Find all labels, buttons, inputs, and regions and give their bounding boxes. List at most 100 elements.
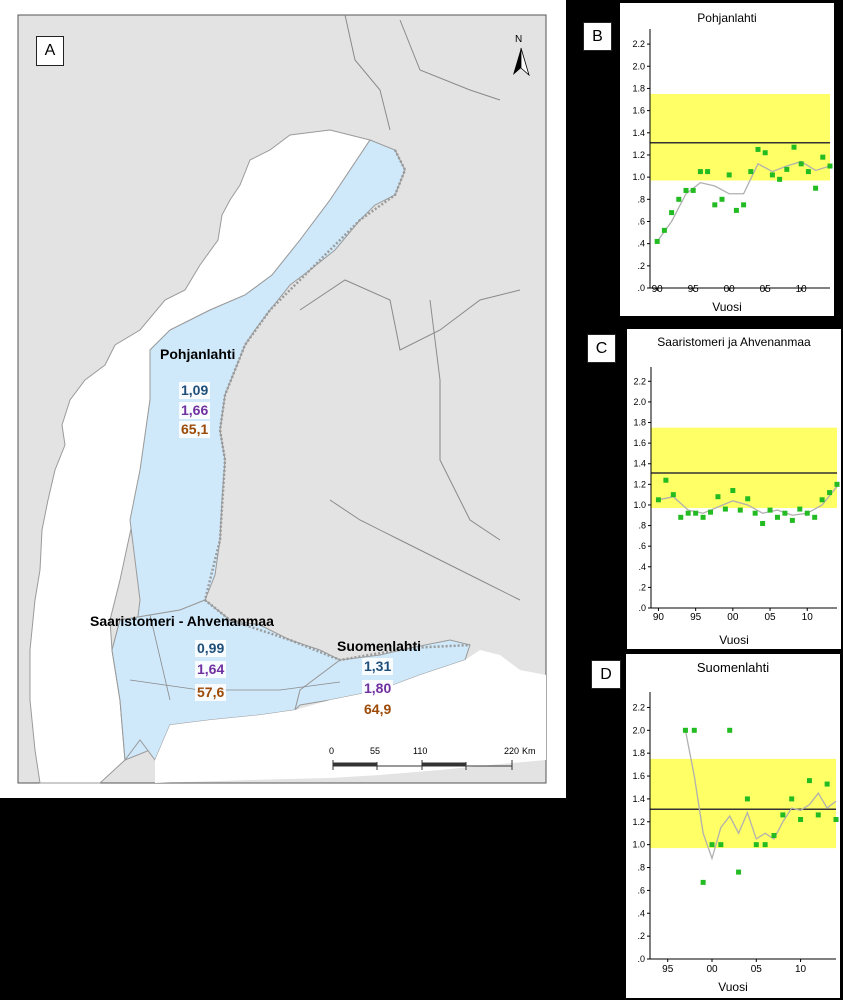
y-tick-label: .8 [637,194,645,204]
chart-panel-d: Suomenlahti .0 .2 .4 .6 .8 1.0 1.2 1.4 1.6 1.8 2.0… [626,654,840,998]
y-tick-label: 1.8 [633,418,646,428]
data-point [691,727,697,733]
data-point [805,169,811,175]
y-tick-label: 1.8 [632,748,645,758]
x-tick-label: 05 [764,612,776,623]
y-tick-label: 1.2 [632,817,645,827]
y-tick-label: 1.0 [633,500,646,510]
data-point [683,187,689,193]
scale-tick-220: 220 [504,746,520,756]
x-tick-label: 05 [760,284,772,293]
saaristomeri-value-3: 57,6 [195,684,227,701]
scale-unit: Km [522,746,536,756]
data-point [726,172,732,178]
data-point [812,514,818,520]
data-point [722,506,728,512]
data-point [771,833,777,839]
trend-line [684,730,837,861]
data-point [789,796,795,802]
pohjanlahti-value-1: 1,09 [179,382,211,399]
x-axis-label: Vuosi [719,633,749,647]
data-point [737,507,743,513]
y-tick-label: .0 [637,954,645,964]
data-point [663,477,669,483]
north-arrow-icon [513,47,530,77]
y-tick-label: .6 [637,216,645,226]
y-tick-label: 2.2 [632,702,645,712]
region-label-pohjanlahti: Pohjanlahti [160,346,236,362]
panel-letter-c: C [587,334,616,363]
y-tick-label: .4 [637,239,645,249]
data-point [693,510,699,516]
data-point [767,507,773,513]
finnish-coast [203,149,471,662]
data-point [730,488,736,494]
y-tick-label: 2.2 [632,39,645,49]
y-tick-label: 2.0 [632,61,645,71]
y-tick-label: 1.2 [633,479,646,489]
data-point [661,227,667,233]
scale-tick-110: 110 [413,746,428,756]
data-point [709,842,715,848]
data-point [806,778,812,784]
y-tick-label: 1.4 [632,794,645,804]
chart-svg-d: .0 .2 .4 .6 .8 1.0 1.2 1.4 1.6 1.8 2.0 2.2 95 00 05 10 [632,692,839,974]
region-label-suomenlahti: Suomenlahti [337,638,422,654]
suomenlahti-value-1: 1,31 [362,658,394,675]
data-point [741,202,747,208]
data-point [685,510,691,516]
data-point [655,497,661,503]
data-point [798,161,804,167]
data-point [700,514,706,520]
data-point [815,812,821,818]
pohjanlahti-value-3: 65,1 [179,421,211,438]
x-tick-label: 00 [727,612,739,623]
data-point [780,812,786,818]
data-point [813,185,819,191]
y-tick-label: 2.2 [633,376,646,386]
y-tick-label: .8 [638,521,646,531]
chart-panel-c: Saaristomeri ja Ahvenanmaa .0 .2 .4 .6 .8 1.0… [627,329,841,649]
map-panel: A N Pohjanlahti 1,09 1,66 65,1 Saaristom… [0,0,566,798]
y-tick-label: 1.6 [633,438,646,448]
y-tick-label: .6 [638,541,646,551]
chart-svg-b: .0 .2 .4 .6 .8 1.0 1.2 1.4 1.6 1.8 2.0 2.2 90 95 00 05 1… [632,29,833,293]
suomenlahti-value-3: 64,9 [362,701,394,718]
y-tick-label: .2 [637,261,645,271]
y-tick-label: 1.0 [632,840,645,850]
y-tick-label: 1.2 [632,150,645,160]
data-point [819,497,825,503]
data-point [824,781,830,787]
data-point [827,490,833,496]
x-tick-label: 10 [802,612,814,623]
data-point [708,509,714,515]
y-tick-label: 1.4 [633,459,646,469]
chart-title: Saaristomeri ja Ahvenanmaa [657,335,811,349]
data-point [753,842,759,848]
data-point [798,816,804,822]
map-svg [17,14,547,784]
y-tick-label: .2 [637,931,645,941]
data-point [700,879,706,885]
data-point [736,869,742,875]
x-tick-label: 00 [706,964,718,974]
chart-title: Pohjanlahti [697,11,757,25]
data-point [669,210,675,216]
data-point [797,506,803,512]
open-sea-baltic [155,650,546,783]
data-point [670,492,676,498]
scale-bar [332,760,513,770]
data-point [791,144,797,150]
data-point [784,166,790,172]
y-tick-label: 2.0 [632,725,645,735]
data-point [827,163,833,169]
y-tick-label: 1.4 [632,128,645,138]
data-point [654,238,660,244]
target-band [651,427,837,509]
data-point [782,510,788,516]
data-point [769,172,775,178]
data-point [804,510,810,516]
data-point [718,842,724,848]
data-point [715,494,721,500]
data-point [705,169,711,175]
